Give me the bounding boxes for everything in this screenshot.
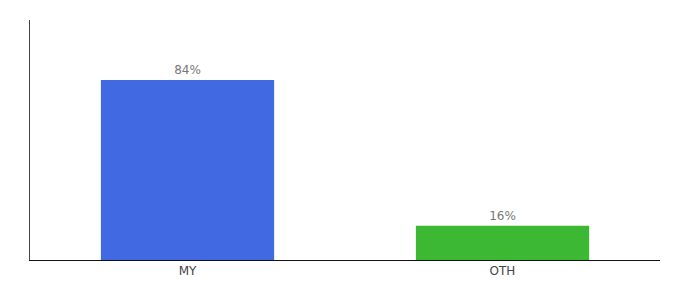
svg-text:84%: 84% [174,63,201,77]
svg-text:16%: 16% [489,209,516,223]
svg-text:OTH: OTH [490,264,516,278]
svg-text:MY: MY [179,264,197,278]
